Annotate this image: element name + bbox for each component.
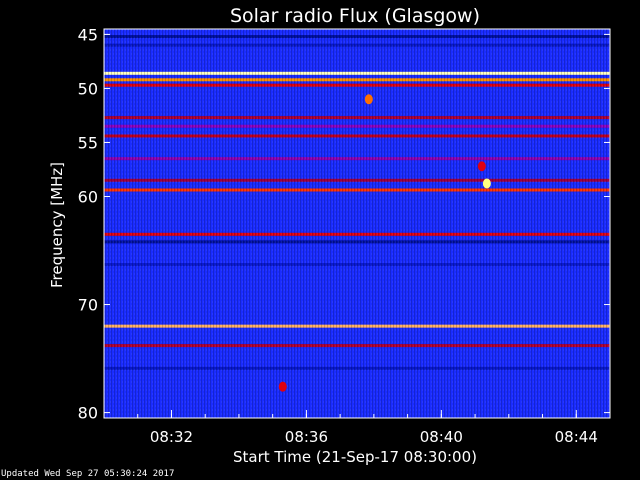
y-tick-label: 80 — [78, 404, 98, 423]
updated-timestamp: Updated Wed Sep 27 05:30:24 2017 — [1, 469, 175, 479]
y-tick-label: 70 — [78, 296, 98, 315]
y-axis: 45 50 55 60 70 80 — [78, 25, 610, 423]
x-tick-label: 08:40 — [420, 428, 463, 446]
x-tick-label: 08:36 — [285, 428, 328, 446]
y-tick-label: 50 — [78, 79, 98, 98]
y-tick-label: 60 — [78, 187, 98, 206]
x-axis-label: Start Time (21-Sep-17 08:30:00) — [233, 448, 477, 466]
y-tick-label: 45 — [78, 25, 98, 44]
chart-title: Solar radio Flux (Glasgow) — [230, 5, 480, 27]
x-tick-label: 08:44 — [555, 428, 598, 446]
y-tick-label: 55 — [78, 133, 98, 152]
radio-burst — [278, 381, 287, 392]
radio-burst — [477, 161, 486, 172]
x-tick-label: 08:32 — [150, 428, 193, 446]
plot-area — [103, 28, 611, 419]
x-axis: 08:32 08:36 08:40 08:44 — [103, 410, 611, 446]
plot-frame — [103, 28, 611, 419]
radio-burst — [364, 94, 373, 105]
plot-texture — [104, 29, 610, 418]
bursts — [278, 94, 491, 392]
radio-burst — [482, 178, 491, 189]
y-axis-label: Frequency [MHz] — [48, 162, 66, 288]
